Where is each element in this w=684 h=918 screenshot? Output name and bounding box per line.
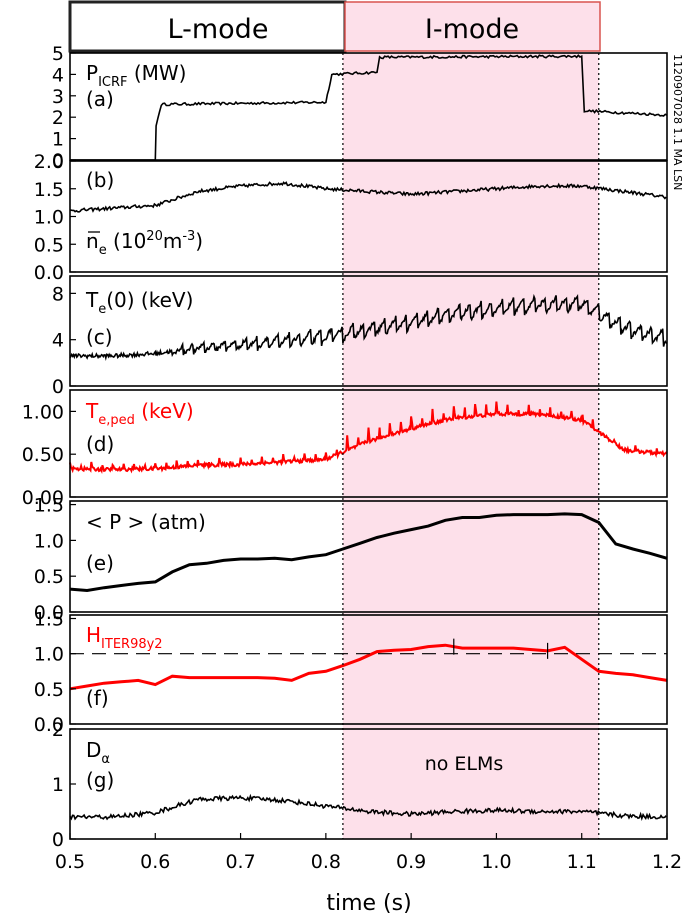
panel-quantity-label: < P > (atm) — [86, 510, 206, 534]
y-tick-label: 5 — [52, 43, 64, 65]
i-mode-label: I-mode — [425, 14, 519, 45]
y-tick-label: 0 — [52, 150, 64, 172]
i-mode-shading — [342, 53, 599, 839]
panel-b: 0.0 0.5 1.0 1.5 2.0 ne (1020m-3) (b) — [34, 151, 668, 284]
series-line — [69, 401, 668, 474]
panel-letter: (g) — [86, 768, 114, 792]
panel-c: 0 4 8 Te(0) (keV) (c) — [52, 275, 668, 398]
panel-g: 0 1 2 Dα(g) no ELMs — [52, 719, 668, 851]
y-tick-label: 0.0 — [34, 262, 64, 284]
panel-quantity-label: Te(0) (keV) — [85, 288, 193, 317]
y-tick-label: 0.5 — [34, 679, 64, 701]
panel-letter: (c) — [86, 325, 113, 349]
y-tick-label: 1.0 — [34, 530, 64, 552]
y-tick-label: 0.00 — [22, 487, 64, 509]
y-tick-label: 8 — [52, 283, 64, 305]
panel-quantity-label: Te,ped (keV) — [85, 399, 194, 428]
y-tick-label: 1.0 — [34, 207, 64, 229]
y-tick-label: 0 — [52, 376, 64, 398]
y-tick-label: 4 — [52, 64, 64, 86]
panel-d: 0.00 0.50 1.00 Te,ped (keV) (d) — [22, 389, 668, 509]
y-tick-label: 2 — [52, 107, 64, 129]
series-line — [69, 512, 668, 593]
y-tick-label: 1.5 — [34, 495, 64, 517]
panel-frame — [69, 389, 668, 498]
x-tick-label: 1.1 — [567, 851, 597, 873]
series-line — [69, 643, 668, 691]
panel-letter: (b) — [86, 168, 114, 192]
x-tick-label: 0.8 — [311, 851, 341, 873]
y-tick-label: 1.0 — [34, 644, 64, 666]
y-tick-label: 3 — [52, 86, 64, 108]
panel-letter: (f) — [86, 686, 109, 710]
y-tick-label: 0.50 — [22, 444, 64, 466]
series-line — [69, 181, 667, 213]
panel-frame — [69, 500, 668, 613]
panel-f: 0.0 0.5 1.0 1.5 HITER98y2 (f) — [34, 609, 668, 736]
panel-quantity-label: HITER98y2 — [86, 623, 163, 652]
panel-frame — [69, 614, 668, 725]
y-tick-label: 1.5 — [34, 179, 64, 201]
x-tick-label: 0.9 — [396, 851, 426, 873]
y-tick-label: 1.00 — [22, 401, 64, 423]
y-tick-label: 1 — [52, 774, 64, 796]
y-tick-label: 0.5 — [34, 566, 64, 588]
l-mode-box — [68, 0, 347, 53]
x-tick-label: 0.6 — [140, 851, 170, 873]
panel-letter: (e) — [86, 551, 114, 575]
panel-quantity-label: Dα — [86, 738, 110, 767]
panel-quantity-label: ne (1020m-3) — [86, 229, 203, 258]
y-tick-label: 0.0 — [34, 714, 64, 736]
y-tick-label: 1.5 — [34, 609, 64, 631]
y-tick-label: 0.5 — [34, 234, 64, 256]
x-tick-label: 0.7 — [225, 851, 255, 873]
y-tick-label: 0.0 — [34, 602, 64, 624]
l-mode-label: L-mode — [168, 14, 269, 45]
panel-letter: (a) — [86, 87, 114, 111]
y-tick-label: 0 — [52, 829, 64, 851]
panel-e: 0.0 0.5 1.0 1.5 < P > (atm) (e) — [34, 495, 668, 624]
series-line — [69, 793, 667, 822]
y-tick-label: 2 — [52, 719, 64, 741]
y-tick-label: 1 — [52, 129, 64, 151]
no-elms-annotation: no ELMs — [425, 753, 504, 775]
panel-letter: (d) — [86, 432, 114, 456]
x-axis-label: time (s) — [326, 891, 411, 916]
panel-quantity-label: PICRF (MW) — [86, 61, 186, 90]
y-tick-label: 4 — [52, 330, 64, 352]
series-line — [69, 293, 668, 362]
i-mode-box — [344, 1, 601, 52]
panel-frame — [69, 52, 668, 161]
x-tick-label: 1.0 — [481, 851, 511, 873]
panel-frame — [69, 275, 668, 387]
series-line — [70, 54, 668, 161]
y-tick-label: 2.0 — [34, 151, 64, 173]
shot-label: 1120907028 1.1 MA LSN — [671, 54, 684, 190]
x-tick-label: 1.2 — [652, 851, 682, 873]
x-tick-label: 0.5 — [55, 851, 85, 873]
